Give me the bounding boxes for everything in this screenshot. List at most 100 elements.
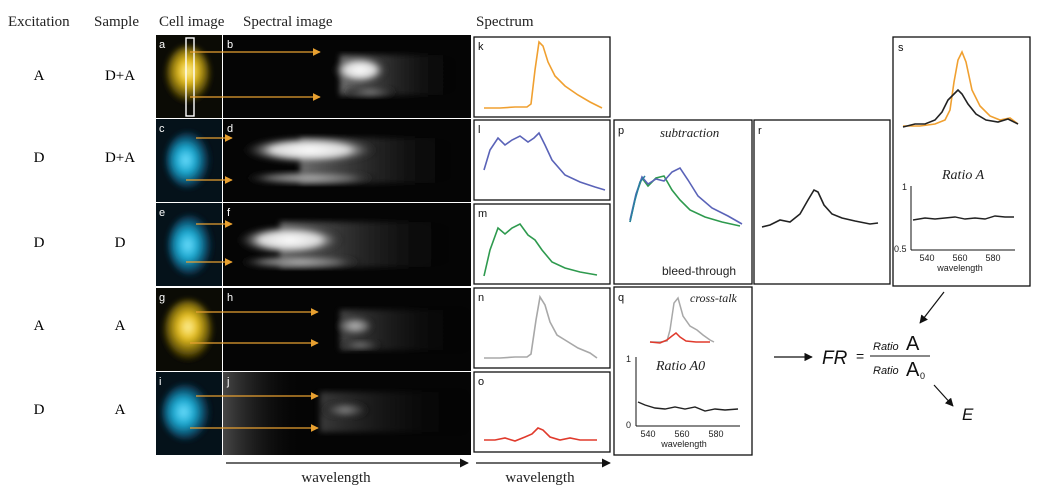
panel-s-ytick-05: 0.5 (894, 244, 907, 254)
spectral-label-f: f (227, 207, 231, 219)
panel-q-ytick-1: 1 (626, 354, 631, 364)
header-cell-image: Cell image (159, 14, 225, 30)
panel-r: r (753, 119, 891, 285)
panel-q: q cross-talk Ratio A0 1 0 540 560 580 wa… (613, 286, 753, 456)
panel-s-curve-orange (903, 50, 1019, 127)
formula-equals: = (856, 348, 864, 364)
row-labels: A D+A D D+A D D A A D A (34, 68, 136, 418)
spectral-band-h (336, 340, 384, 350)
spectrum-box-m (473, 203, 611, 285)
spectral-band-b (340, 86, 400, 98)
row-2-sample: D+A (105, 150, 135, 166)
spectral-label-h: h (227, 292, 233, 304)
formula-den-ratio: Ratio (873, 365, 899, 377)
cell-body-g (164, 300, 212, 360)
cell-body-a (166, 46, 210, 102)
spectral-blob-d (240, 136, 380, 164)
panel-p-note: bleed-through (662, 264, 736, 278)
panel-q-xtick-580: 580 (708, 429, 723, 439)
cell-label-c: c (159, 123, 165, 135)
panel-s-ratio-label: Ratio A (941, 168, 985, 183)
header-spectral-image: Spectral image (243, 14, 333, 30)
panel-s: s Ratio A 1 0.5 540 560 580 wavelength (892, 36, 1031, 287)
formula-fr: FR (822, 348, 848, 369)
panel-p-curve-blue (629, 166, 743, 225)
formula-result: E (962, 405, 974, 424)
formula-den-sub: 0 (920, 371, 925, 381)
formula-arrow-to-e (933, 384, 954, 407)
panel-q-xtick-540: 540 (640, 429, 655, 439)
header-sample: Sample (94, 14, 139, 30)
panel-p-label: p (618, 125, 624, 137)
spectrum-box-l (473, 119, 611, 201)
panel-s-box (892, 36, 1031, 287)
panel-s-label: s (898, 42, 904, 54)
spectrum-label-k: k (478, 41, 484, 53)
panel-q-title: cross-talk (690, 291, 738, 305)
spectrum-curve-k (484, 40, 603, 109)
row-1-excitation: A (34, 68, 45, 84)
cell-body-c (166, 132, 210, 188)
panel-q-label: q (618, 292, 624, 304)
panel-p-curve-teal (629, 175, 646, 223)
spectral-band-f (235, 255, 365, 269)
spectrum-box-k (473, 36, 611, 118)
row-1: a b k (156, 35, 611, 118)
panel-q-xlabel: wavelength (660, 439, 707, 449)
header-excitation: Excitation (8, 14, 70, 30)
spectral-glare-j (223, 372, 303, 455)
spectral-label-j: j (226, 376, 229, 388)
panel-s-xtick-580: 580 (985, 253, 1000, 263)
row-4-excitation: A (34, 318, 45, 334)
spectral-blob-h (335, 316, 375, 336)
row-1-sample: D+A (105, 68, 135, 84)
row-5: i j o (156, 371, 611, 455)
spectrum-label-l: l (478, 124, 480, 136)
cell-label-a: a (159, 39, 166, 51)
formula-num-ratio: Ratio (873, 341, 899, 353)
cell-body-e (168, 215, 212, 275)
panel-q-ratio-curve (637, 401, 739, 412)
spectral-label-b: b (227, 39, 233, 51)
cell-label-i: i (159, 376, 161, 388)
panel-q-curve-red (649, 332, 710, 344)
panel-s-ytick-1: 1 (902, 182, 907, 192)
row-2-excitation: D (34, 150, 45, 166)
panel-r-label: r (758, 125, 762, 137)
formula: FR = Ratio A Ratio A 0 E (774, 291, 974, 424)
row-4-sample: A (115, 318, 126, 334)
spectral-label-d: d (227, 123, 233, 135)
panel-q-xtick-560: 560 (674, 429, 689, 439)
spectral-blob-f (235, 225, 345, 255)
panel-q-ytick-0: 0 (626, 420, 631, 430)
spectrum-curve-m (483, 222, 598, 277)
cell-label-g: g (159, 292, 165, 304)
spectrum-curve-n (484, 294, 598, 359)
row-5-sample: A (115, 402, 126, 418)
slit-outline (185, 37, 195, 117)
formula-num-a: A (906, 333, 920, 355)
spectrum-wavelength-label: wavelength (505, 470, 575, 486)
spectrum-label-o: o (478, 376, 484, 388)
formula-den-a: A (906, 359, 920, 381)
spectrum-box-o (473, 371, 611, 453)
panel-s-ratio-curve (912, 215, 1014, 221)
panel-r-curve (761, 188, 879, 228)
spectral-blob-b (332, 56, 388, 84)
row-3: e f m (156, 203, 611, 286)
panel-p: p subtraction bleed-through (613, 119, 753, 285)
spectral-band-d (240, 171, 380, 185)
spectrum-curve-l (483, 131, 606, 191)
header-spectrum: Spectrum (476, 14, 534, 30)
row-3-excitation: D (34, 235, 45, 251)
panel-q-ratio-label: Ratio A0 (655, 359, 705, 374)
panel-p-title: subtraction (660, 125, 719, 140)
spectral-wavelength-label: wavelength (301, 470, 371, 486)
row-4: g h n (156, 287, 611, 371)
spectral-blob-j (319, 401, 371, 419)
spectrum-curve-o (484, 427, 597, 442)
panel-s-xtick-560: 560 (952, 253, 967, 263)
panel-s-xlabel: wavelength (936, 263, 983, 273)
row-2: c d l (156, 119, 611, 202)
